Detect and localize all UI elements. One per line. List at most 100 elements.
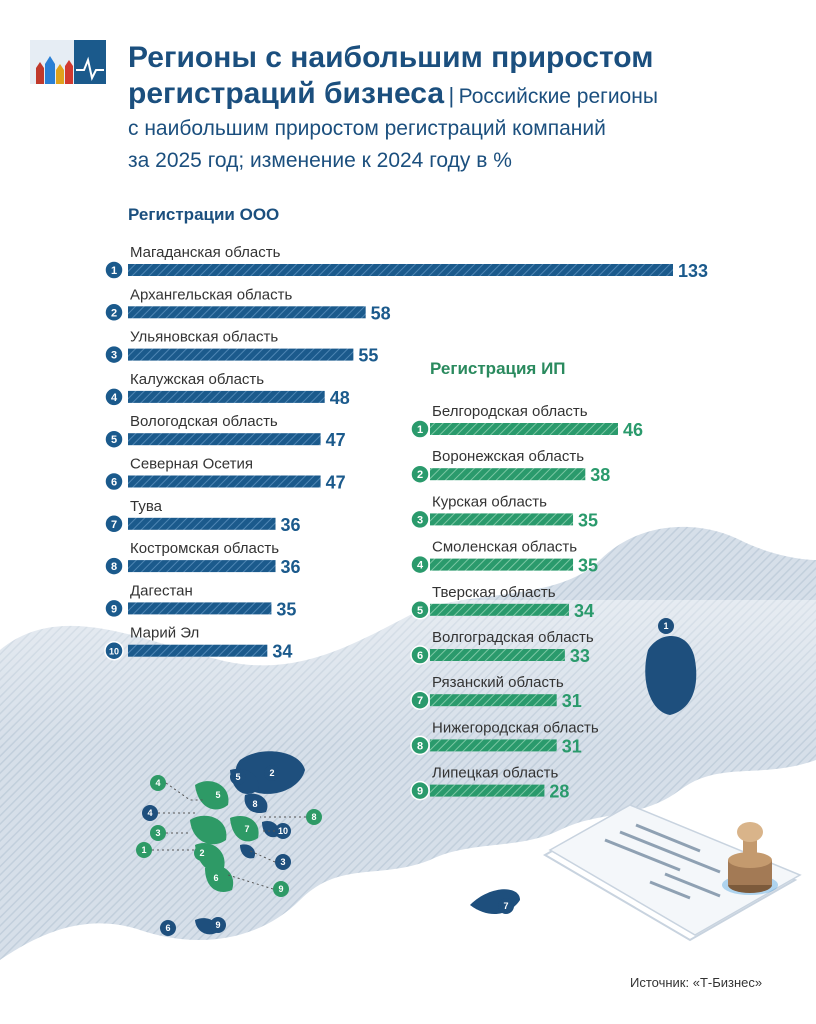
ip-value-label: 33 (570, 646, 590, 666)
ooo-category-label: Магаданская область (130, 244, 281, 261)
ooo-rank-number: 2 (111, 307, 117, 319)
svg-text:6: 6 (213, 873, 218, 883)
ip-value-label: 38 (590, 465, 610, 485)
ip-rank-number: 9 (417, 786, 423, 798)
ooo-bar (128, 433, 321, 446)
svg-text:9: 9 (215, 920, 220, 930)
ip-value-label: 35 (578, 510, 598, 530)
map-region-magadan (645, 636, 697, 715)
ip-rank-number: 3 (417, 514, 423, 526)
ip-category-label: Волгоградская область (432, 629, 594, 646)
ip-rank-badge (410, 690, 430, 710)
ip-rank-number: 8 (417, 740, 423, 752)
ooo-value-label: 48 (330, 388, 350, 408)
ooo-chart-title: Регистрации ООО (128, 205, 280, 224)
ooo-bar (128, 517, 276, 530)
title-line-2: регистраций бизнеса (128, 77, 445, 110)
ooo-value-label: 55 (358, 346, 378, 366)
ooo-rank-badge (104, 556, 124, 576)
ooo-rank-number: 8 (111, 561, 117, 573)
ooo-bar (128, 390, 325, 403)
svg-text:3: 3 (155, 828, 160, 838)
page-title: Регионы с наибольшим приростом регистрац… (128, 40, 798, 177)
ip-rank-number: 6 (417, 650, 423, 662)
ooo-value-label: 35 (276, 599, 296, 619)
ooo-category-label: Калужская область (130, 371, 264, 388)
ooo-category-label: Марий Эл (130, 625, 199, 642)
ooo-category-label: Тува (130, 498, 163, 515)
ooo-category-label: Архангельская область (130, 286, 292, 303)
ip-category-label: Смоленская область (432, 539, 577, 556)
svg-text:5: 5 (215, 790, 220, 800)
ooo-value-label: 47 (326, 473, 346, 493)
ooo-rank-badge (104, 344, 124, 365)
ooo-value-label: 34 (272, 642, 292, 662)
publisher-logo (30, 40, 106, 84)
ooo-rank-badge (104, 514, 124, 534)
svg-text:7: 7 (244, 824, 249, 834)
ooo-rank-badge (104, 429, 124, 449)
ooo-rank-badge (104, 640, 124, 661)
ip-category-label: Курская область (432, 493, 547, 510)
svg-text:4: 4 (155, 778, 160, 788)
ip-bar (430, 649, 565, 661)
ooo-rank-badge (104, 302, 124, 323)
ooo-rank-badge (104, 598, 124, 619)
ip-value-label: 28 (549, 782, 569, 802)
ip-value-label: 34 (574, 601, 594, 621)
subtitle-part-1: Российские регионы (458, 85, 658, 108)
svg-text:3: 3 (280, 857, 285, 867)
ip-rank-badge (410, 645, 430, 665)
source-note: Источник: «Т-Бизнес» (630, 975, 763, 990)
document-stamp-illustration (542, 804, 802, 942)
ip-bar (430, 513, 574, 526)
ip-value-label: 31 (562, 736, 582, 756)
svg-text:9: 9 (278, 884, 283, 894)
ip-chart-title: Регистрация ИП (430, 359, 566, 378)
ip-value-label: 35 (578, 556, 598, 576)
ip-rank-badge (410, 600, 430, 620)
ooo-rank-number: 9 (111, 603, 117, 615)
ooo-rank-number: 4 (111, 392, 118, 404)
ip-bar (430, 558, 574, 571)
ooo-value-label: 36 (281, 515, 301, 535)
ooo-rank-number: 3 (111, 350, 117, 362)
svg-text:7: 7 (503, 901, 508, 911)
svg-text:10: 10 (278, 826, 288, 836)
ip-value-label: 31 (562, 691, 582, 711)
ip-category-label: Липецкая область (432, 765, 559, 782)
ip-rank-badge (410, 509, 430, 530)
ooo-rank-number: 10 (109, 647, 119, 657)
title-separator: | (448, 83, 455, 108)
ooo-rank-number: 1 (111, 265, 117, 277)
svg-text:1: 1 (663, 621, 668, 631)
ooo-category-label: Ульяновская область (130, 329, 278, 346)
ip-category-label: Тверская область (432, 584, 556, 601)
title-line-1: Регионы с наибольшим приростом (128, 41, 654, 74)
ip-rank-badge (410, 419, 430, 439)
ip-rank-number: 1 (417, 424, 423, 436)
ip-rank-number: 7 (417, 695, 423, 707)
ooo-value-label: 47 (326, 430, 346, 450)
ip-rank-number: 4 (417, 560, 424, 572)
svg-text:6: 6 (165, 923, 170, 933)
ip-rank-number: 5 (417, 605, 423, 617)
ooo-value-label: 133 (678, 261, 708, 281)
ip-bar (430, 423, 618, 435)
ip-bar (430, 784, 545, 797)
ooo-rank-badge (104, 471, 124, 492)
ip-rank-badge (410, 780, 430, 801)
ooo-bar (128, 560, 276, 573)
ooo-bar (128, 264, 673, 276)
ooo-category-label: Костромская область (130, 540, 279, 557)
ip-bar (430, 603, 569, 616)
ooo-rank-badge (104, 387, 124, 407)
ooo-rank-number: 5 (111, 434, 117, 446)
ip-category-label: Рязанский область (432, 674, 564, 691)
ooo-rank-badge (104, 260, 124, 280)
ooo-bar (128, 644, 268, 657)
ip-rank-badge (410, 735, 430, 756)
ip-category-label: Воронежская область (432, 448, 584, 465)
